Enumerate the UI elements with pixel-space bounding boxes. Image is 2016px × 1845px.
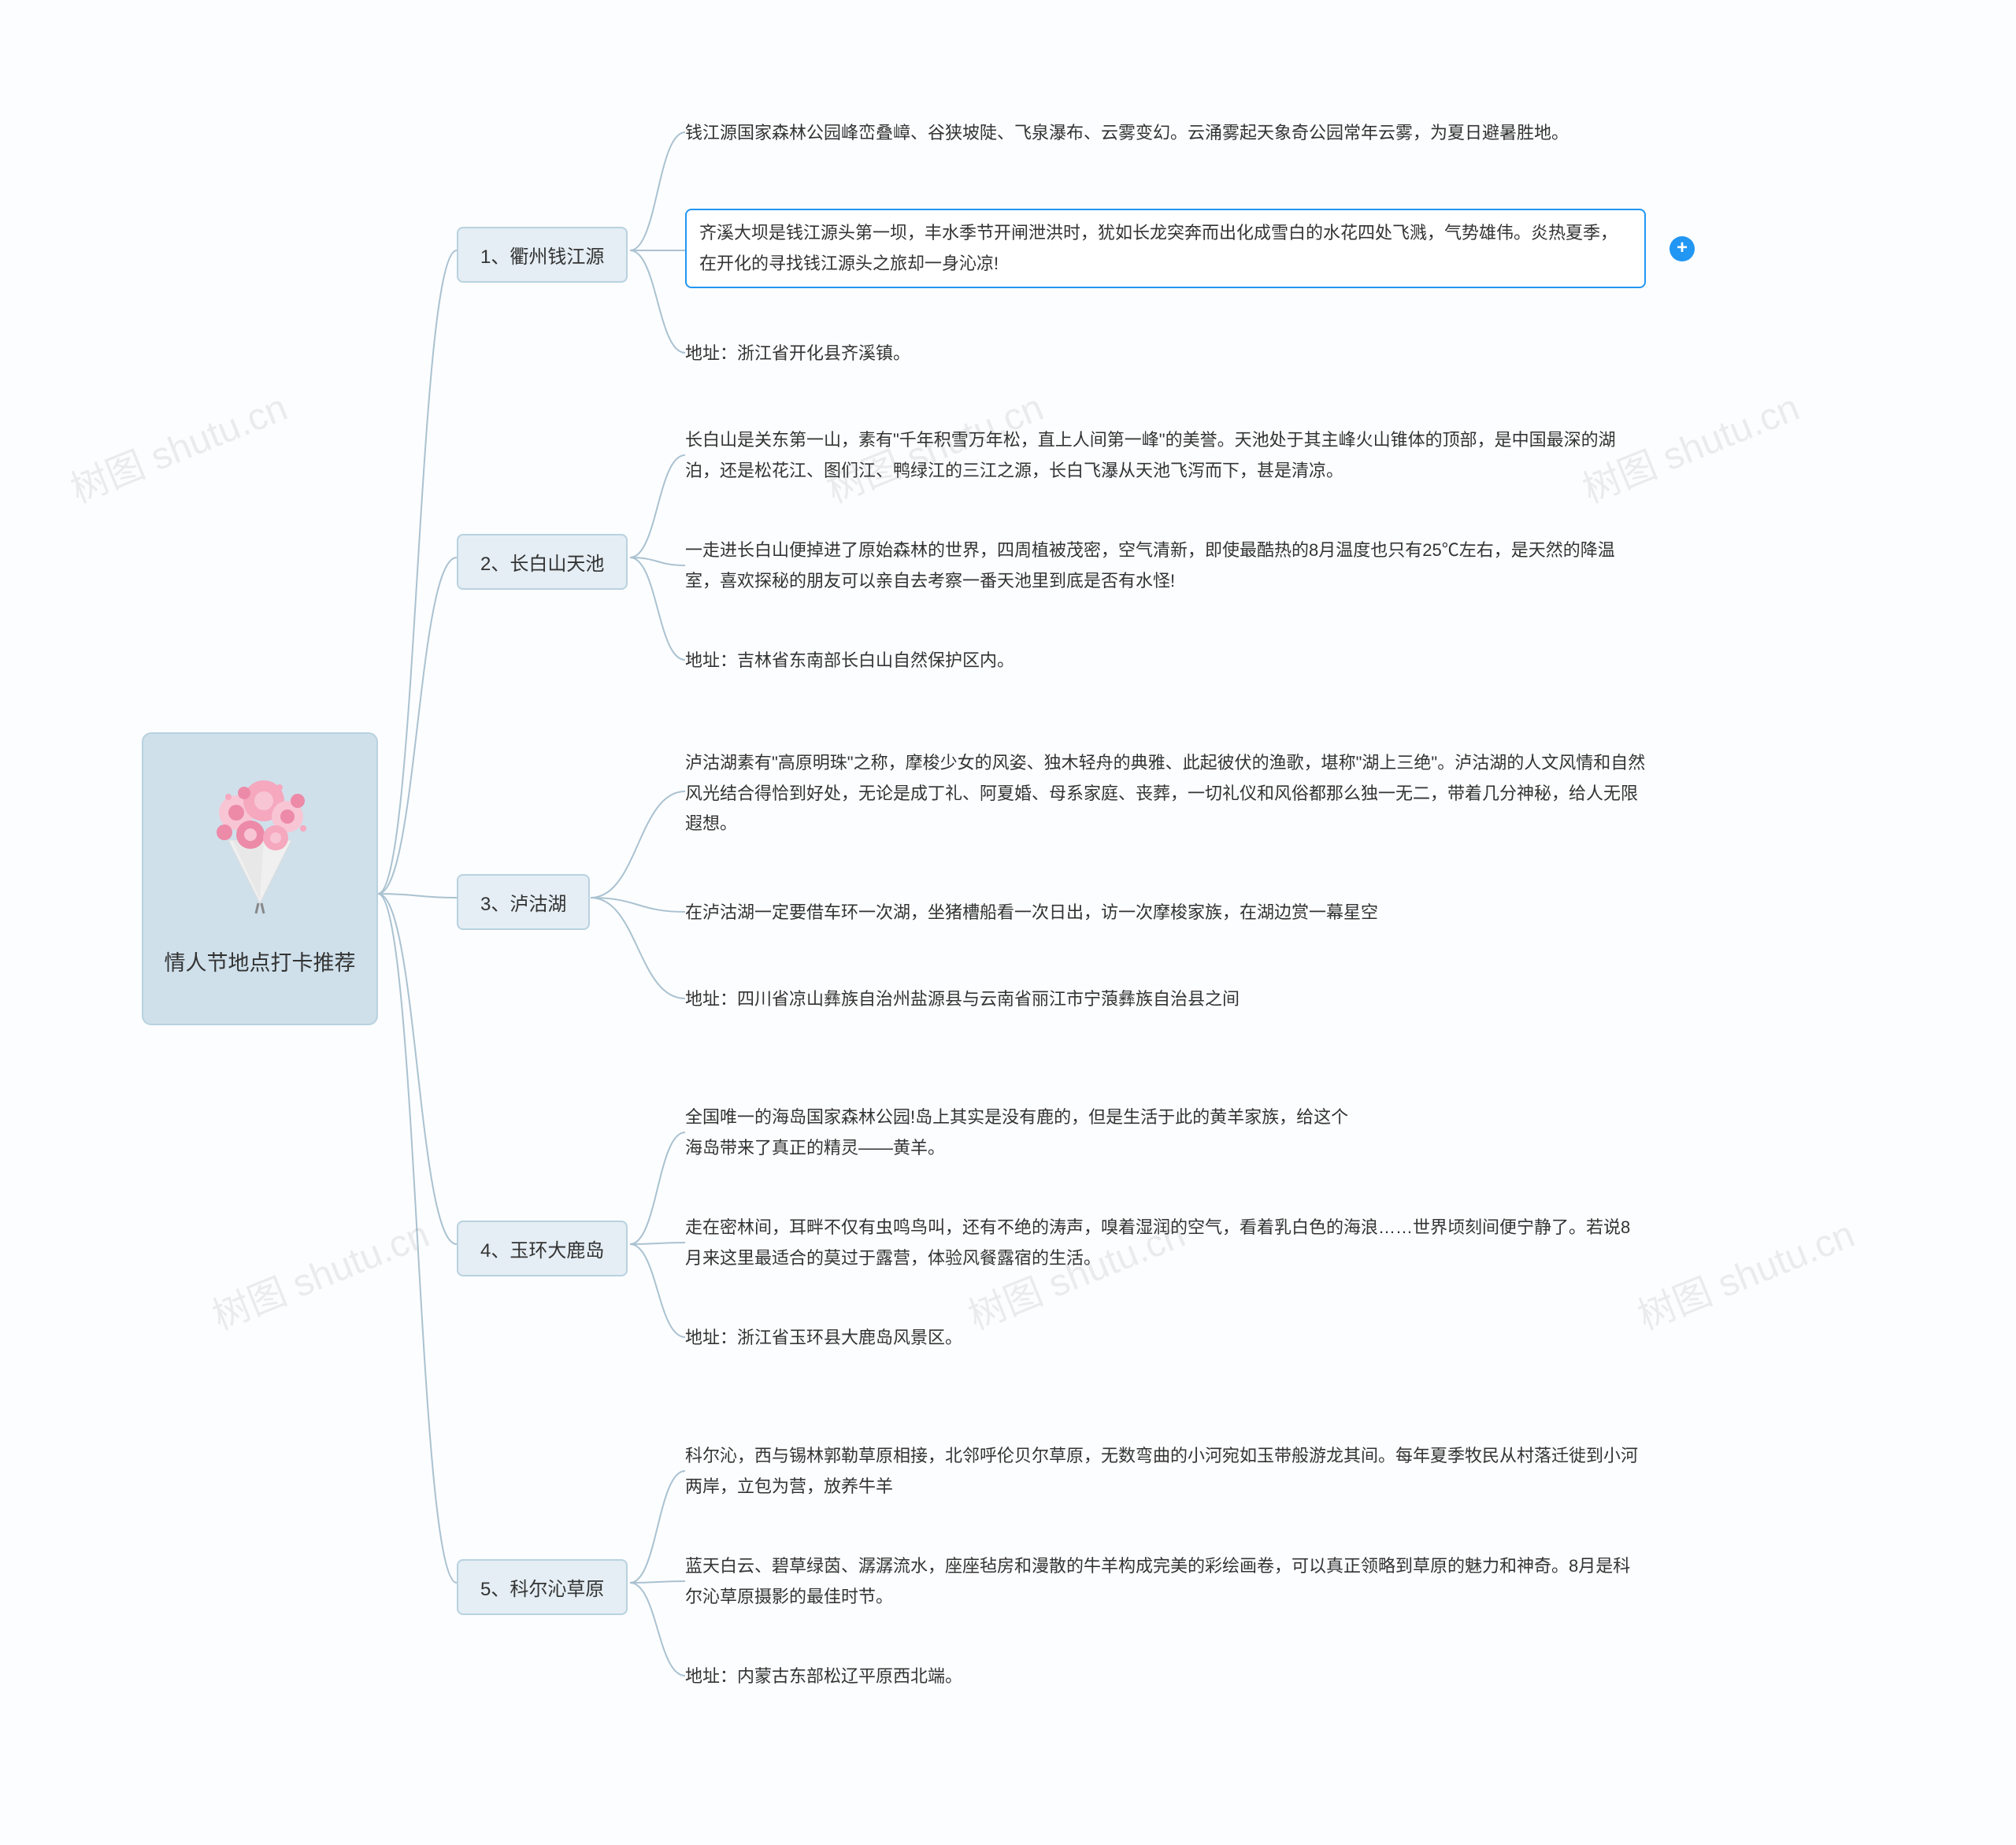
leaf-text-selected[interactable]: 齐溪大坝是钱江源头第一坝，丰水季节开闸泄洪时，犹如长龙突奔而出化成雪白的水花四处…	[685, 209, 1646, 288]
leaf-address[interactable]: 地址：内蒙古东部松辽平原西北端。	[685, 1662, 962, 1692]
branch-yuhuan[interactable]: 4、玉环大鹿岛	[457, 1221, 628, 1276]
leaf-text[interactable]: 走在密林间，耳畔不仅有虫鸣鸟叫，还有不绝的涛声，嗅着湿润的空气，看着乳白色的海浪…	[685, 1213, 1646, 1273]
leaf-address[interactable]: 地址：四川省凉山彝族自治州盐源县与云南省丽江市宁蒗彝族自治县之间	[685, 984, 1240, 1015]
branch-quzhou[interactable]: 1、衢州钱江源	[457, 227, 628, 283]
root-title: 情人节地点打卡推荐	[159, 946, 361, 976]
bouquet-icon	[189, 765, 331, 915]
leaf-text[interactable]: 一走进长白山便掉进了原始森林的世界，四周植被茂密，空气清新，即使最酷热的8月温度…	[685, 535, 1646, 596]
leaf-text[interactable]: 长白山是关东第一山，素有"千年积雪万年松，直上人间第一峰"的美誉。天池处于其主峰…	[685, 425, 1646, 486]
root-node[interactable]: 情人节地点打卡推荐	[142, 732, 378, 1025]
mindmap-canvas: 树图 shutu.cn 树图 shutu.cn 树图 shutu.cn 树图 s…	[0, 0, 2016, 1845]
watermark: 树图 shutu.cn	[61, 376, 294, 513]
leaf-address[interactable]: 地址：吉林省东南部长白山自然保护区内。	[685, 646, 1014, 676]
watermark: 树图 shutu.cn	[1628, 1203, 1861, 1340]
expand-button[interactable]: +	[1670, 236, 1695, 261]
leaf-address[interactable]: 地址：浙江省开化县齐溪镇。	[685, 339, 910, 369]
leaf-text[interactable]: 钱江源国家森林公园峰峦叠嶂、谷狭坡陡、飞泉瀑布、云雾变幻。云涌雾起天象奇公园常年…	[685, 118, 1569, 149]
branch-luguhu[interactable]: 3、泸沽湖	[457, 874, 590, 930]
branch-keerqin[interactable]: 5、科尔沁草原	[457, 1559, 628, 1615]
leaf-text[interactable]: 全国唯一的海岛国家森林公园!岛上其实是没有鹿的，但是生活于此的黄羊家族，给这个海…	[685, 1102, 1354, 1163]
leaf-text[interactable]: 在泸沽湖一定要借车环一次湖，坐猪槽船看一次日出，访一次摩梭家族，在湖边赏一幕星空	[685, 898, 1378, 928]
leaf-text[interactable]: 科尔沁，西与锡林郭勒草原相接，北邻呼伦贝尔草原，无数弯曲的小河宛如玉带般游龙其间…	[685, 1441, 1646, 1502]
leaf-text[interactable]: 泸沽湖素有"高原明珠"之称，摩梭少女的风姿、独木轻舟的典雅、此起彼伏的渔歌，堪称…	[685, 748, 1646, 839]
leaf-address[interactable]: 地址：浙江省玉环县大鹿岛风景区。	[685, 1323, 962, 1354]
branch-changbaishan[interactable]: 2、长白山天池	[457, 534, 628, 590]
leaf-text[interactable]: 蓝天白云、碧草绿茵、潺潺流水，座座毡房和漫散的牛羊构成完美的彩绘画卷，可以真正领…	[685, 1551, 1646, 1612]
watermark: 树图 shutu.cn	[202, 1203, 435, 1340]
